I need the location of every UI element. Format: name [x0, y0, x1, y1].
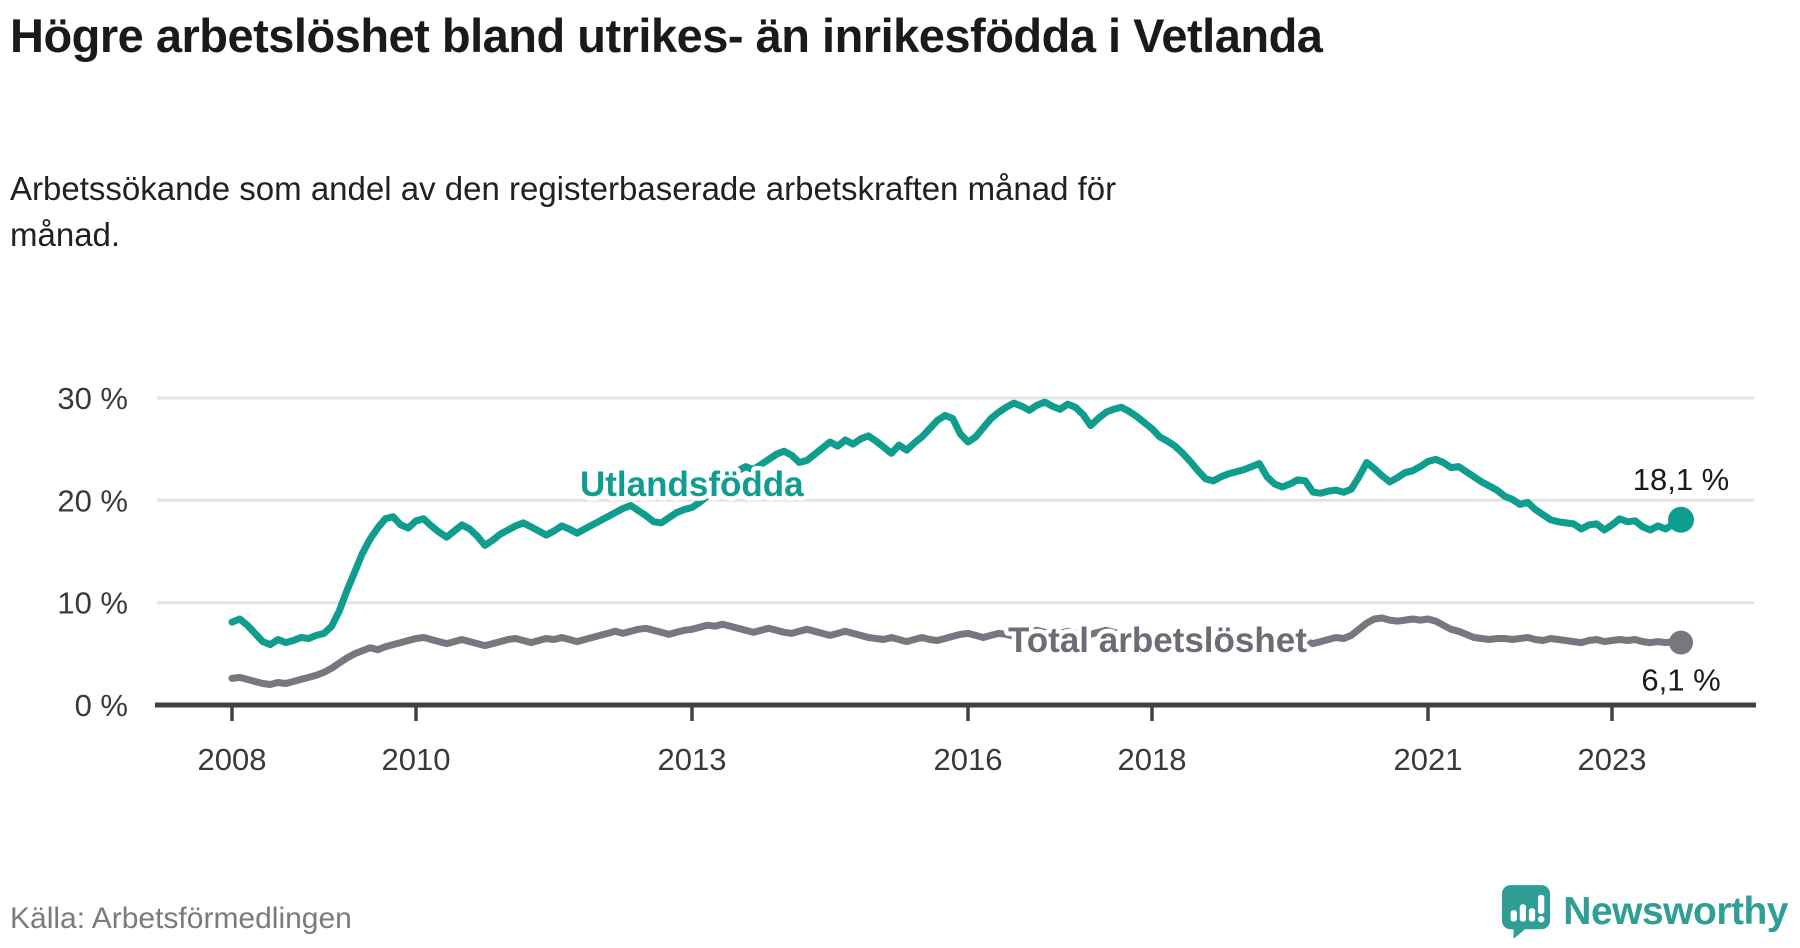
x-tick-label-2018: 2018 — [1118, 742, 1187, 777]
chart-subtitle: Arbetssökande som andel av den registerb… — [10, 170, 1117, 253]
x-tick-label-2010: 2010 — [382, 742, 451, 777]
series-label-total-arbetsloshet: Total arbetslöshet — [1008, 621, 1307, 660]
newsworthy-bubble-chart-icon — [1502, 885, 1551, 939]
y-tick-label-0: 0 % — [75, 688, 128, 723]
end-dot-utlandsfodda — [1668, 506, 1694, 533]
y-axis-labels: 0 % 10 % 20 % 30 % — [57, 381, 128, 723]
end-markers: 18,1 % 6,1 % — [1629, 458, 1734, 702]
chart-title: Högre arbetslöshet bland utrikes- än inr… — [10, 9, 1323, 62]
newsworthy-wordmark: Newsworthy — [1563, 890, 1788, 933]
end-value-label-total-arbetsloshet: 6,1 % — [1641, 663, 1720, 698]
source-note: Källa: Arbetsförmedlingen — [10, 902, 352, 935]
x-tick-label-2008: 2008 — [198, 742, 267, 777]
series-name-labels: Utlandsfödda Total arbetslöshet — [576, 461, 1312, 665]
end-dot-total-arbetsloshet — [1669, 630, 1693, 655]
y-tick-label-10: 10 % — [57, 586, 128, 621]
x-tick-label-2016: 2016 — [934, 742, 1003, 777]
series-line-utlandsfodda — [228, 398, 1685, 649]
end-value-label-utlandsfodda: 18,1 % — [1633, 462, 1730, 497]
series-label-utlandsfodda: Utlandsfödda — [580, 465, 804, 504]
x-tick-label-2021: 2021 — [1394, 742, 1463, 777]
x-axis: 2008 2010 2013 2016 2018 2021 2023 — [155, 702, 1756, 777]
x-tick-label-2023: 2023 — [1578, 742, 1647, 777]
series-lines — [228, 398, 1685, 688]
newsworthy-logo: Newsworthy — [1501, 884, 1788, 940]
y-tick-label-30: 30 % — [57, 381, 128, 416]
gridlines — [157, 396, 1754, 605]
y-tick-label-20: 20 % — [57, 483, 128, 518]
series-line-total-arbetsloshet — [228, 614, 1685, 688]
x-tick-label-2013: 2013 — [658, 742, 727, 777]
